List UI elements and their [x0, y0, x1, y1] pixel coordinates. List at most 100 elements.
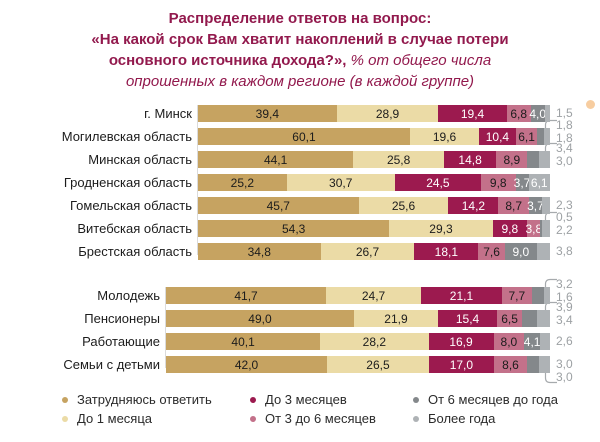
segment-value: 9,8 [501, 221, 519, 236]
legend-dot-icon [62, 396, 68, 403]
chart-group-regions: г. Минск 39,4 28,9 19,4 6,8 4,0 1,5 Могилевская… [0, 105, 600, 260]
segment-value: 41,7 [234, 288, 258, 303]
chart-row: Молодежь 41,7 24,7 21,1 7,7 3,2 1,6 [0, 278, 600, 304]
segment-value: 10,4 [485, 129, 510, 144]
segment-value: 26,7 [355, 244, 380, 259]
segment-5 [537, 128, 544, 145]
segment-value: 16,9 [449, 334, 473, 349]
title-line-4: опрошенных в каждом регионе (в каждой гр… [125, 73, 475, 90]
segment-6 [544, 105, 550, 122]
segment-value: 24,5 [426, 175, 450, 190]
outside-value: 3,8 [556, 244, 573, 258]
segment-1: 54,3 [198, 220, 390, 237]
title-line-3: основного источника дохода?», % от общег… [108, 52, 492, 69]
segment-value: 9,8 [489, 175, 507, 190]
segment-1: 39,4 [198, 105, 337, 122]
segment-value: 26,5 [366, 357, 390, 372]
segment-1: 60,1 [198, 128, 410, 145]
segment-value: 6,1 [530, 175, 548, 190]
outside-values: 1,8 1,8 [544, 117, 600, 145]
segment-2: 19,6 [409, 128, 480, 145]
outside-value: 3,2 [556, 276, 573, 291]
segment-4: 8,6 [494, 356, 527, 373]
segment-value: 45,7 [266, 198, 290, 213]
legend-item: До 1 месяца [62, 409, 250, 428]
chart-row: Брестская область 34,8 26,7 18,1 7,6 9,0 3,8 [0, 243, 600, 260]
segment-5: 3,7 [527, 197, 544, 214]
row-label: Минская область [88, 152, 192, 167]
outside-values: 1,5 [550, 107, 600, 120]
outside-value: 2,6 [556, 334, 573, 348]
chart-row: Могилевская область 60,1 19,6 10,4 6,1 1,8 1,8 [0, 119, 600, 145]
stacked-bar: 40,1 28,2 16,9 8,0 4,1 [166, 333, 551, 350]
legend-item: Более года [413, 409, 558, 428]
segment-6: 6,1 [528, 174, 550, 191]
segment-value: 29,3 [429, 221, 453, 236]
row-label: Гродненская область [63, 175, 192, 190]
row-label: г. Минск [144, 106, 192, 121]
segment-value: 40,1 [231, 334, 255, 349]
chart-row: Гродненская область 25,2 30,7 24,5 9,8 3,7 6,1 [0, 174, 600, 191]
segment-value: 6,8 [510, 106, 528, 121]
segment-5: 4,0 [529, 105, 547, 122]
segment-6 [539, 151, 550, 168]
title-line-2: «На какой срок Вам хватит накоплений в с… [91, 31, 509, 48]
outside-values: 3,0 3,0 [544, 356, 600, 384]
chart-group-social: Молодежь 41,7 24,7 21,1 7,7 3,2 1,6 Пенсионеры 4… [0, 278, 600, 383]
segment-3: 14,2 [448, 197, 499, 214]
segment-value: 6,1 [518, 129, 535, 144]
legend-item: От 3 до 6 месяцев [250, 409, 413, 428]
segment-1: 42,0 [166, 356, 328, 373]
segment-4: 7,7 [502, 287, 532, 304]
segment-1: 25,2 [198, 174, 287, 191]
chart-row: Работающие 40,1 28,2 16,9 8,0 4,1 2,6 [0, 333, 600, 350]
stacked-bar: 39,4 28,9 19,4 6,8 4,0 [198, 105, 550, 122]
outside-values: 3,9 3,4 [544, 299, 600, 327]
segment-1: 49,0 [166, 310, 354, 327]
segment-5: 3,7 [513, 174, 531, 191]
segment-5 [540, 220, 543, 237]
segment-2: 25,8 [353, 151, 445, 168]
outside-value: 3,9 [556, 299, 573, 314]
decor-dot [586, 100, 595, 109]
legend-label: Затрудняюсь ответить [77, 392, 212, 407]
segment-value: 9,0 [512, 244, 530, 259]
segment-value: 4,0 [529, 106, 547, 121]
stacked-bar: 42,0 26,5 17,0 8,6 [166, 356, 551, 373]
segment-4: 8,0 [493, 333, 525, 350]
stacked-bar: 49,0 21,9 15,4 6,5 [166, 310, 551, 327]
segment-3: 9,8 [492, 220, 528, 237]
legend-column: Затрудняюсь ответить До 1 месяца [62, 390, 250, 428]
row-label: Витебская область [77, 221, 192, 236]
segment-value: 3,7 [513, 175, 531, 190]
outside-value: 1,8 [556, 117, 573, 132]
segment-value: 19,6 [432, 129, 457, 144]
chart-row: Гомельская область 45,7 25,6 14,2 8,7 3,7 2,3 [0, 197, 600, 214]
segment-2: 29,3 [389, 220, 493, 237]
outside-value: 3,0 [556, 356, 573, 371]
segment-4: 8,9 [496, 151, 528, 168]
segment-value: 3,8 [525, 221, 543, 236]
outside-values: 2,3 [550, 199, 600, 212]
segment-value: 6,5 [501, 311, 518, 326]
segment-5 [522, 310, 537, 327]
segment-6 [543, 287, 550, 304]
outside-value: 2,3 [556, 198, 573, 212]
segment-value: 28,2 [362, 334, 387, 349]
legend-item: От 6 месяцев до года [413, 390, 558, 409]
segment-value: 8,0 [500, 334, 518, 349]
segment-2: 26,7 [320, 243, 415, 260]
outside-value: 3,0 [556, 153, 573, 168]
segment-5 [531, 287, 544, 304]
segment-6 [541, 197, 551, 214]
segment-6 [542, 220, 550, 237]
segment-3: 17,0 [428, 356, 494, 373]
segment-value: 24,7 [361, 288, 386, 303]
segment-2: 30,7 [286, 174, 395, 191]
segment-value: 8,7 [505, 198, 522, 213]
segment-3: 16,9 [428, 333, 494, 350]
legend-column: До 3 месяцев От 3 до 6 месяцев [250, 390, 413, 428]
segment-2: 25,6 [358, 197, 449, 214]
segment-value: 4,1 [523, 334, 541, 349]
outside-values: 3,8 [550, 245, 600, 258]
